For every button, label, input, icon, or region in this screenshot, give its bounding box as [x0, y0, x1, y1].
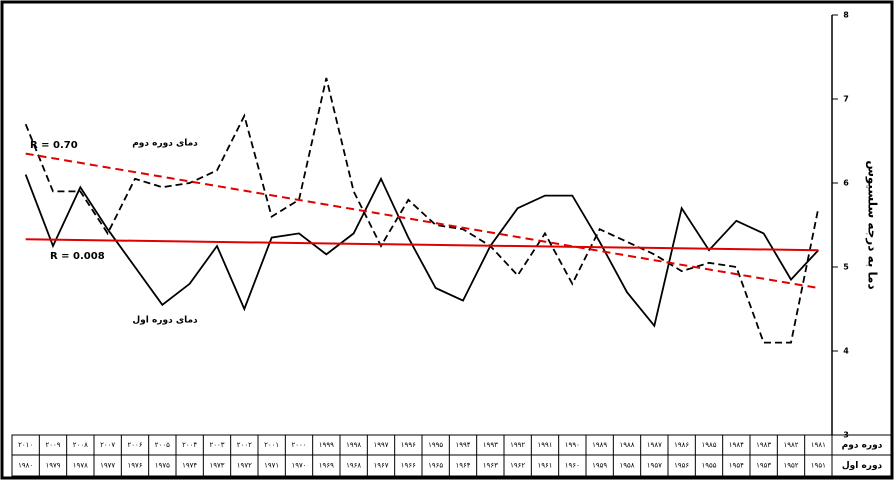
series-label: دمای دوره اول: [132, 316, 198, 326]
x-tick-label: ۲۰۰۲: [237, 441, 252, 449]
x-tick-label: ۱۹۷۲: [237, 462, 252, 470]
x-tick-label: ۲۰۰۸: [73, 441, 88, 449]
annotation: R = 0.70: [30, 140, 78, 151]
y-tick-label: 5: [843, 263, 849, 272]
x-tick-label: ۱۹۸۱: [811, 441, 826, 449]
x-tick-label: ۱۹۵۱: [811, 462, 826, 470]
x-tick-label: ۲۰۰۰: [291, 441, 306, 449]
x-tick-label: ۱۹۵۷: [647, 462, 662, 470]
series-line: [24, 174, 819, 328]
x-tick-label: ۱۹۹۲: [510, 441, 525, 449]
x-tick-label: ۱۹۸۵: [701, 441, 716, 449]
x-tick-label: ۱۹۸۶: [674, 441, 689, 449]
x-tick-label: ۱۹۵۴: [729, 462, 744, 470]
x-tick-label: ۱۹۶۶: [401, 462, 416, 470]
y-tick-label: 7: [843, 95, 849, 104]
x-tick-label: ۱۹۶۲: [510, 462, 525, 470]
x-tick-label: ۱۹۸۸: [619, 441, 634, 449]
series-line: [24, 77, 820, 344]
x-tick-label: ۱۹۷۴: [182, 462, 197, 470]
x-tick-label: ۲۰۰۵: [155, 441, 170, 449]
x-tick-label: ۱۹۵۹: [592, 462, 607, 470]
x-tick-label: ۱۹۹۸: [346, 441, 361, 449]
x-tick-label: ۱۹۵۲: [783, 462, 798, 470]
annotation: R = 0.008: [50, 251, 105, 262]
series-label: دمای دوره دوم: [132, 139, 198, 149]
x-tick-label: ۱۹۶۴: [455, 462, 470, 470]
x-tick-label: ۲۰۰۶: [127, 441, 142, 449]
x-tick-label: ۲۰۱۰: [18, 441, 33, 449]
row-label: دوره دوم: [842, 441, 883, 451]
x-tick-label: ۱۹۷۰: [291, 462, 306, 470]
x-tick-label: ۱۹۵۳: [756, 462, 771, 470]
x-tick-label: ۱۹۸۷: [647, 441, 662, 449]
x-tick-label: ۱۹۹۶: [401, 441, 416, 449]
x-tick-label: ۱۹۷۳: [209, 462, 224, 470]
x-tick-label: ۱۹۶۷: [373, 462, 388, 470]
x-tick-label: ۱۹۵۸: [619, 462, 634, 470]
x-tick-label: ۲۰۰۴: [182, 441, 197, 449]
x-tick-label: ۱۹۸۴: [729, 441, 744, 449]
y-tick-label: 8: [843, 11, 849, 20]
x-tick-label: ۲۰۰۱: [264, 441, 279, 449]
x-tick-label: ۱۹۸۹: [592, 441, 607, 449]
x-tick-label: ۱۹۹۴: [455, 441, 470, 449]
trend-line: [25, 238, 819, 252]
x-tick-label: ۱۹۹۰: [565, 441, 580, 449]
y-tick-label: 4: [843, 347, 849, 356]
y-axis-label: دما به درجه سلسیوس: [865, 160, 880, 289]
x-tick-label: ۱۹۶۸: [346, 462, 361, 470]
x-tick-label: ۱۹۶۱: [537, 462, 552, 470]
row-label: دوره اول: [842, 461, 883, 471]
x-tick-label: ۱۹۷۹: [45, 462, 60, 470]
x-tick-label: ۱۹۸۳: [756, 441, 771, 449]
x-tick-label: ۱۹۷۵: [155, 462, 170, 470]
x-tick-label: ۱۹۷۶: [127, 462, 142, 470]
x-tick-label: ۱۹۷۸: [73, 462, 88, 470]
x-tick-label: ۲۰۰۳: [209, 441, 224, 449]
x-tick-label: ۲۰۰۷: [100, 441, 115, 449]
x-tick-label: ۱۹۹۷: [373, 441, 388, 449]
x-tick-label: ۱۹۷۱: [264, 462, 279, 470]
x-tick-label: ۱۹۵۵: [701, 462, 716, 470]
x-tick-label: ۱۹۹۱: [537, 441, 552, 449]
y-tick-label: 6: [843, 179, 849, 188]
x-tick-label: ۱۹۹۹: [319, 441, 334, 449]
x-tick-label: ۱۹۶۹: [319, 462, 334, 470]
x-tick-label: ۱۹۸۰: [18, 462, 33, 470]
trend-line: [25, 152, 819, 289]
x-tick-label: ۱۹۶۰: [565, 462, 580, 470]
x-tick-label: ۱۹۶۵: [428, 462, 443, 470]
x-tick-label: ۱۹۹۵: [428, 441, 443, 449]
x-tick-label: ۱۹۵۶: [674, 462, 689, 470]
x-tick-label: ۲۰۰۹: [45, 441, 60, 449]
x-tick-label: ۱۹۸۲: [783, 441, 798, 449]
x-tick-label: ۱۹۶۳: [483, 462, 498, 470]
x-tick-label: ۱۹۷۷: [100, 462, 115, 470]
x-tick-label: ۱۹۹۳: [483, 441, 498, 449]
